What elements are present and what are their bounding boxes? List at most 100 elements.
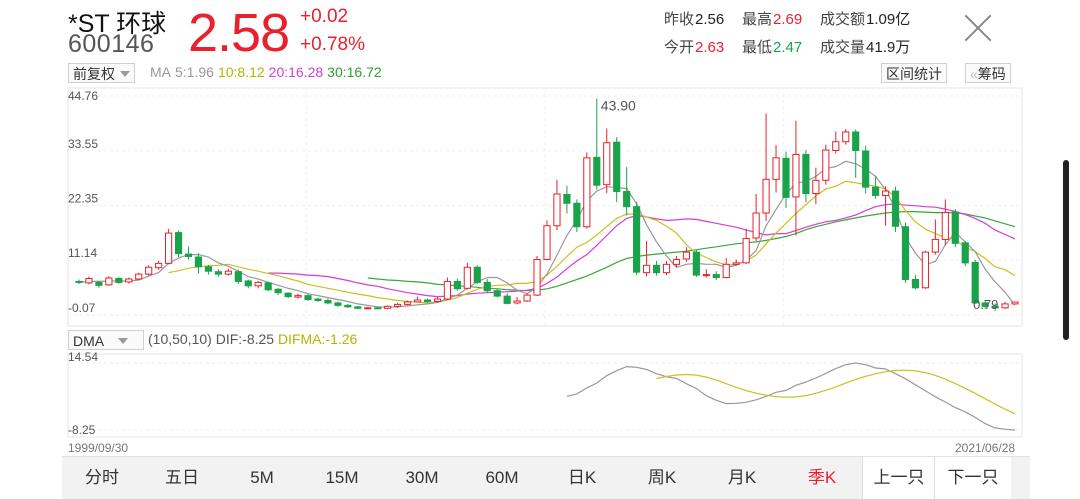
candle — [633, 206, 641, 273]
candle — [264, 282, 272, 291]
candle — [792, 153, 800, 198]
next-stock-button[interactable]: 下一只 — [934, 457, 1011, 499]
candle — [652, 264, 661, 274]
candle — [155, 262, 163, 269]
candle — [483, 281, 491, 292]
candle — [881, 190, 890, 196]
period-tab[interactable]: 60M — [485, 468, 519, 487]
chips-button[interactable]: «筹码 — [965, 63, 1011, 83]
period-tab[interactable]: 季K — [807, 468, 837, 487]
candle — [294, 295, 302, 298]
candle — [772, 157, 780, 180]
period-tab[interactable]: 周K — [647, 468, 677, 487]
ma30-value: 30:16.72 — [327, 64, 382, 80]
dif-value: DIF:-8.25 — [215, 331, 275, 347]
ma10-value: 10:8.12 — [217, 64, 265, 80]
period-tab[interactable]: 日K — [567, 468, 597, 487]
candle — [613, 141, 621, 193]
ma20-value: 20:16.28 — [268, 64, 324, 80]
period-tab[interactable]: 分时 — [85, 468, 119, 487]
candle — [384, 305, 392, 309]
candle — [802, 153, 810, 195]
main-grid — [67, 87, 1023, 327]
dma-lines — [566, 362, 1016, 431]
candle — [244, 280, 252, 287]
candle — [214, 271, 222, 275]
ma10-line — [168, 180, 1016, 304]
dif-line — [566, 362, 1016, 431]
candle — [145, 266, 153, 275]
candle — [165, 232, 173, 264]
chevron-down-icon — [118, 338, 129, 344]
candle — [951, 211, 959, 244]
candle — [623, 191, 631, 208]
y-tick-label: -0.07 — [68, 301, 96, 315]
candle — [901, 226, 910, 280]
ma-prefix: MA — [150, 64, 171, 80]
candle — [463, 266, 471, 289]
candle — [862, 150, 870, 188]
interval-stats-button[interactable]: 区间统计 — [881, 63, 947, 83]
candle — [662, 263, 671, 274]
candle — [563, 193, 571, 204]
candle — [334, 302, 342, 306]
y-tick-label: 22.35 — [68, 191, 98, 205]
candle — [752, 212, 760, 239]
date-end: 2021/06/28 — [955, 441, 1016, 455]
candle — [423, 299, 432, 302]
candle — [891, 190, 900, 227]
period-tab[interactable]: 月K — [727, 468, 757, 487]
open: 今开2.63 — [664, 36, 724, 57]
period-tab[interactable]: 五日 — [165, 468, 199, 487]
scrollbar[interactable] — [1063, 160, 1069, 340]
main-frame — [67, 87, 1023, 327]
period-tab[interactable]: 15M — [325, 468, 359, 487]
adjust-select[interactable]: 前复权 — [68, 63, 135, 83]
indicator-select[interactable]: DMA — [68, 330, 144, 350]
adjust-select-value: 前复权 — [73, 66, 115, 82]
candle — [85, 278, 93, 284]
price-change: +0.02 — [300, 6, 349, 27]
chevron-down-icon — [120, 71, 130, 77]
period-tab[interactable]: 30M — [405, 468, 439, 487]
candle — [1011, 301, 1019, 305]
candle — [513, 300, 521, 304]
candle — [404, 301, 412, 305]
candle — [453, 280, 461, 290]
candle — [135, 273, 143, 280]
volume-label: 成交量 — [820, 39, 866, 56]
prev-close-value: 2.56 — [695, 11, 725, 28]
high-label: 最高 — [742, 11, 773, 28]
difma-value: DIFMA:-1.26 — [277, 331, 358, 347]
period-tab[interactable]: 5M — [250, 468, 274, 487]
candle — [981, 302, 989, 307]
ma-lines — [78, 160, 1016, 308]
candle — [911, 278, 920, 289]
dma-frame — [67, 353, 1023, 438]
annotations: 43.90 0.79 — [601, 98, 999, 312]
ma-legend: MA 5:1.96 10:8.12 20:16.28 30:16.72 — [150, 64, 386, 80]
y-tick-label: 11.14 — [68, 246, 97, 260]
candle — [105, 277, 113, 286]
candle — [314, 298, 322, 301]
candle — [533, 258, 541, 296]
candle — [344, 304, 352, 308]
candle — [374, 307, 382, 310]
volume: 成交量41.9万 — [820, 36, 910, 57]
candles — [75, 98, 1019, 311]
indicator-select-value: DMA — [73, 333, 105, 349]
ma5-value: 5:1.96 — [175, 64, 214, 80]
candle — [961, 242, 969, 264]
difma-line — [656, 369, 1016, 415]
price-change-percent: +0.78% — [300, 34, 365, 55]
candle — [832, 141, 840, 152]
kline-chart[interactable]: 44.76 33.55 22.35 11.14 -0.07 43.90 0.79 14.5… — [0, 0, 1080, 456]
candle — [941, 212, 949, 240]
candle — [822, 149, 830, 181]
prev-stock-button[interactable]: 上一只 — [862, 457, 935, 499]
candle — [433, 298, 442, 302]
candle — [702, 274, 710, 277]
ma20-line — [268, 203, 1016, 298]
open-label: 今开 — [664, 39, 695, 56]
stock-code: 600146 — [68, 30, 155, 58]
